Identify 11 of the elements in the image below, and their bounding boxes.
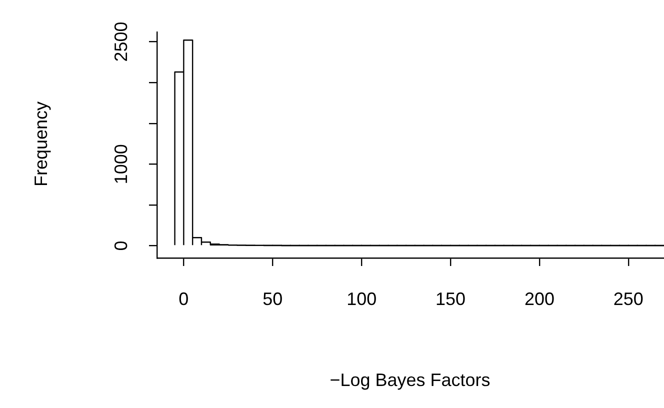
y-tick-label: 0 — [110, 240, 131, 251]
x-axis-title: −Log Bayes Factors — [330, 370, 490, 390]
x-tick-label: 200 — [524, 288, 554, 309]
y-axis-title: Frequency — [30, 101, 51, 187]
y-tick-label: 1000 — [110, 144, 131, 184]
x-tick-label: 100 — [346, 288, 377, 309]
x-tick-label: 250 — [613, 288, 644, 309]
y-tick-label: 2500 — [110, 22, 131, 62]
x-tick-label: 50 — [262, 288, 283, 309]
x-tick-label: 0 — [178, 288, 189, 309]
x-tick-label: 150 — [436, 288, 466, 309]
